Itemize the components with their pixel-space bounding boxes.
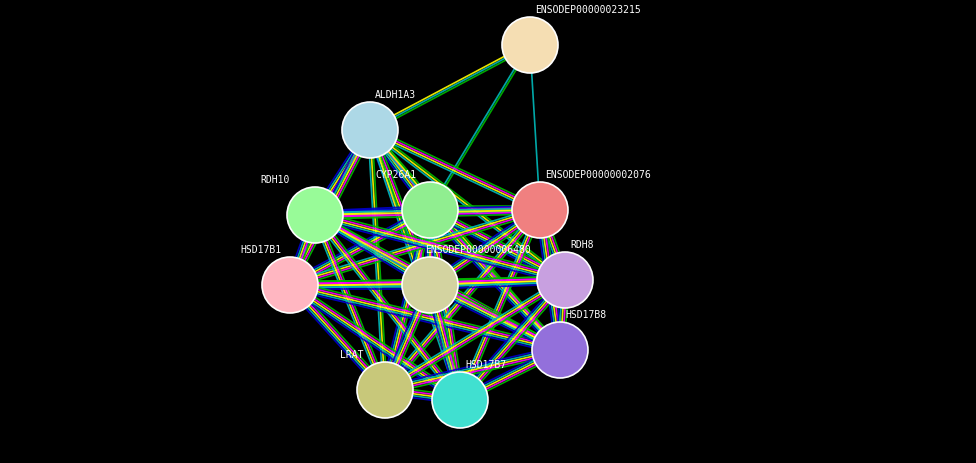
- Text: ENSODEP00000006480: ENSODEP00000006480: [425, 245, 531, 255]
- Circle shape: [502, 17, 558, 73]
- Text: LRAT: LRAT: [340, 350, 363, 360]
- Circle shape: [402, 257, 458, 313]
- Circle shape: [432, 372, 488, 428]
- Circle shape: [512, 182, 568, 238]
- Text: RDH10: RDH10: [260, 175, 289, 185]
- Circle shape: [342, 102, 398, 158]
- Circle shape: [532, 322, 588, 378]
- Circle shape: [537, 252, 593, 308]
- Circle shape: [262, 257, 318, 313]
- Text: HSD17B8: HSD17B8: [565, 310, 606, 320]
- Circle shape: [357, 362, 413, 418]
- Text: HSD17B7: HSD17B7: [465, 360, 507, 370]
- Text: HSD17B1: HSD17B1: [240, 245, 281, 255]
- Circle shape: [287, 187, 343, 243]
- Text: CYP26A1: CYP26A1: [375, 170, 416, 180]
- Text: RDH8: RDH8: [570, 240, 593, 250]
- Circle shape: [402, 182, 458, 238]
- Text: ALDH1A3: ALDH1A3: [375, 90, 416, 100]
- Text: ENSODEP00000002076: ENSODEP00000002076: [545, 170, 651, 180]
- Text: ENSODEP00000023215: ENSODEP00000023215: [535, 5, 641, 15]
